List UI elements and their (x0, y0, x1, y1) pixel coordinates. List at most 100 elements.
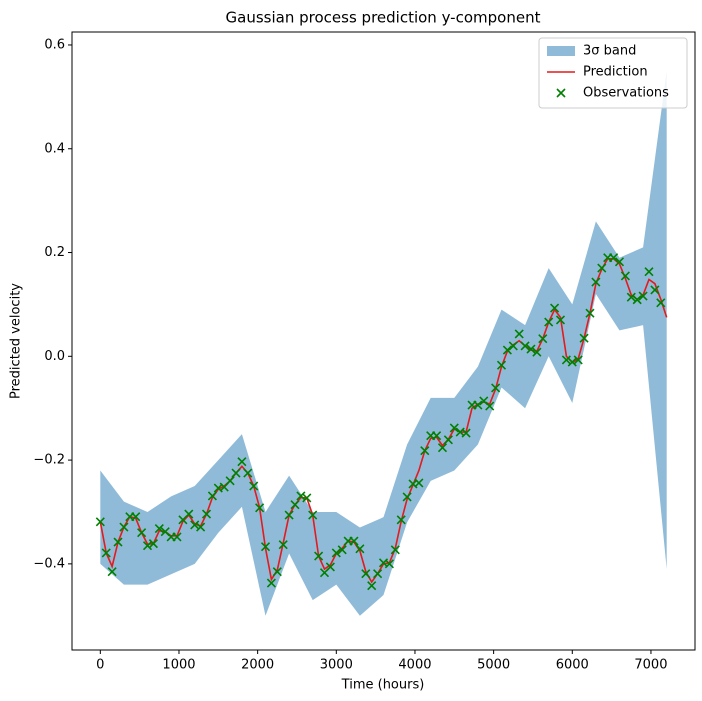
observation-marker (142, 541, 153, 551)
observation-marker (620, 271, 630, 281)
observation-marker (567, 357, 577, 367)
observation-marker (561, 355, 571, 365)
observation-marker (131, 512, 141, 522)
observation-marker (432, 431, 442, 441)
plot-area (95, 70, 668, 616)
observation-marker (502, 345, 512, 355)
observation-marker (308, 510, 318, 520)
observation-marker (314, 551, 324, 561)
x-tick-label: 2000 (241, 658, 274, 673)
observation-marker (532, 347, 542, 357)
observation-marker (249, 481, 259, 491)
observation-marker (420, 446, 430, 456)
y-tick-label: 0.4 (44, 141, 65, 156)
observation-marker (260, 542, 271, 552)
y-axis-label: Predicted velocity (9, 283, 24, 399)
observation-marker (609, 253, 619, 263)
observation-marker (331, 548, 341, 558)
observation-marker (201, 509, 212, 519)
observation-marker (95, 517, 105, 527)
observation-marker (437, 443, 448, 453)
observation-marker (443, 435, 453, 445)
observation-marker (355, 544, 365, 554)
legend-box (538, 37, 688, 109)
observation-marker (373, 569, 383, 579)
observation-marker (284, 510, 294, 520)
observation-marker (190, 520, 200, 530)
observation-marker (644, 267, 654, 277)
observation-marker (632, 295, 642, 305)
observation-marker (514, 329, 524, 339)
y-tick-label: 0.0 (44, 349, 65, 364)
observation-marker (555, 315, 566, 325)
observation-marker (461, 428, 471, 438)
observation-marker (272, 567, 282, 577)
observation-marker (520, 341, 530, 351)
sigma-band (100, 70, 667, 616)
observation-marker (196, 522, 206, 532)
axes-frame (71, 31, 696, 651)
y-tick-label: −0.4 (33, 556, 65, 571)
observation-marker (384, 559, 394, 569)
observation-marker (526, 344, 536, 354)
observation-marker (237, 457, 247, 467)
observation-marker (579, 333, 589, 343)
y-tick-label: −0.2 (33, 453, 65, 468)
observation-marker (402, 492, 412, 502)
y-tick-label: 0.2 (44, 245, 65, 260)
observation-marker (491, 383, 501, 393)
observation-marker (585, 308, 595, 318)
legend-swatch (547, 46, 575, 56)
observation-marker (243, 468, 253, 478)
x-tick-label: 7000 (634, 658, 667, 673)
observation-marker (154, 524, 164, 534)
observation-marker (390, 545, 400, 555)
x-tick-label: 4000 (398, 658, 431, 673)
observation-marker (597, 263, 607, 273)
y-tick-label: 0.6 (44, 37, 65, 52)
observation-marker (231, 468, 241, 478)
observation-marker (278, 540, 288, 550)
observation-marker (266, 578, 276, 588)
legend-label: 3σ band (583, 44, 636, 59)
x-axis-label: Time (hours) (341, 678, 425, 693)
observation-marker (119, 522, 129, 532)
observation-marker (107, 567, 117, 577)
observation-marker (396, 515, 406, 525)
observation-marker (414, 478, 424, 488)
observation-marker (101, 548, 111, 558)
observation-marker (255, 503, 265, 513)
chart-title: Gaussian process prediction y-component (226, 9, 541, 27)
observation-marker (302, 493, 312, 503)
observation-marker (207, 491, 217, 501)
legend-label: Observations (583, 86, 669, 101)
observation-marker (650, 285, 660, 295)
x-tick-label: 1000 (162, 658, 195, 673)
observation-marker (148, 539, 158, 549)
observation-marker (573, 355, 583, 365)
observation-marker (225, 476, 235, 486)
observation-marker (367, 581, 377, 591)
observation-marker (473, 400, 483, 410)
observation-marker (113, 537, 123, 547)
observation-marker (325, 562, 335, 572)
observation-marker (591, 277, 601, 287)
observation-marker (485, 401, 495, 411)
observation-marker (550, 303, 560, 313)
observation-marker (337, 545, 347, 555)
observation-marker (137, 528, 147, 538)
observation-marker (538, 334, 548, 344)
x-tick-label: 6000 (556, 658, 589, 673)
observation-marker (361, 569, 371, 579)
observation-marker (508, 341, 518, 351)
observation-marker (449, 423, 459, 433)
x-tick-label: 5000 (477, 658, 510, 673)
observation-marker (544, 317, 554, 327)
legend-label: Prediction (583, 65, 648, 80)
observation-marker (656, 298, 666, 308)
observation-marker (496, 360, 507, 370)
observation-marker (296, 491, 306, 501)
legend-swatch (556, 88, 566, 98)
observation-marker (290, 500, 300, 510)
